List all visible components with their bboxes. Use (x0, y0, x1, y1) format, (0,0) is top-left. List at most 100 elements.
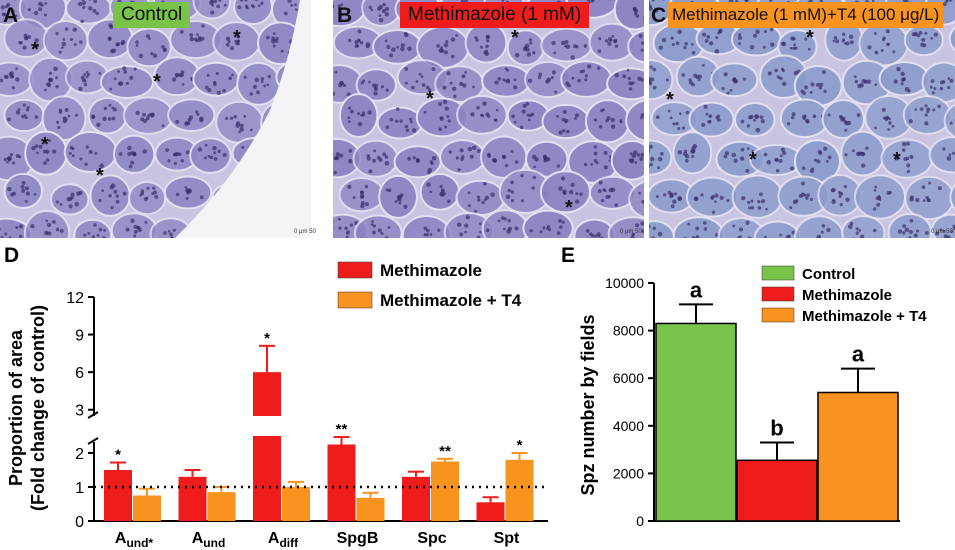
star-marker: * (426, 88, 434, 110)
nucleus-dot (252, 84, 257, 89)
nucleus-dot (395, 119, 399, 123)
star-marker: * (511, 27, 519, 49)
nucleus-dot (163, 48, 167, 52)
nucleus-dot (593, 145, 597, 149)
nucleus-dot (207, 154, 211, 158)
nucleus-dot (833, 36, 838, 40)
nucleus-dot (231, 73, 234, 77)
nucleus-dot (746, 147, 750, 151)
nucleus-dot (641, 41, 644, 45)
cyst (167, 98, 216, 133)
nucleus-dot (780, 147, 785, 152)
nucleus-dot (514, 226, 519, 231)
nucleus-dot (635, 14, 640, 18)
nucleus-dot (33, 192, 37, 196)
nucleus-dot (431, 67, 436, 72)
nucleus-dot (820, 230, 824, 234)
nucleus-dot (598, 37, 602, 41)
nucleus-dot (908, 229, 914, 235)
nucleus-dot (443, 42, 449, 48)
nucleus-dot (179, 72, 184, 78)
nucleus-dot (628, 158, 632, 162)
nucleus-dot (723, 72, 728, 77)
nucleus-dot (945, 0, 949, 2)
nucleus-dot (585, 228, 590, 233)
nucleus-dot (132, 151, 137, 156)
nucleus-dot (199, 195, 204, 200)
nucleus-dot (532, 175, 536, 180)
nucleus-dot (607, 194, 611, 199)
nucleus-dot (737, 235, 741, 238)
nucleus-dot (368, 5, 372, 9)
cyst (189, 137, 232, 174)
nucleus-dot (658, 45, 664, 50)
nucleus-dot (908, 119, 913, 124)
nucleus-dot (749, 114, 754, 119)
nucleus-dot (152, 186, 156, 190)
nucleus-dot (380, 232, 384, 236)
nucleus-dot (127, 145, 132, 151)
nucleus-dot (372, 230, 376, 235)
nucleus-dot (640, 113, 644, 118)
significance-marker: ** (336, 421, 348, 438)
nucleus-dot (239, 123, 244, 128)
nucleus-dot (800, 89, 804, 93)
nucleus-dot (44, 1, 48, 5)
nucleus-dot (3, 74, 8, 79)
nucleus-dot (108, 103, 112, 107)
nucleus-dot (528, 78, 533, 83)
nucleus-dot (74, 201, 80, 207)
nucleus-dot (817, 236, 821, 238)
nucleus-dot (598, 180, 603, 185)
nucleus-dot (109, 49, 115, 54)
nucleus-dot (333, 220, 334, 224)
nucleus-dot (125, 227, 130, 232)
nucleus-dot (558, 130, 563, 135)
nucleus-dot (91, 235, 95, 238)
nucleus-dot (101, 236, 106, 238)
nucleus-dot (545, 79, 550, 84)
nucleus-dot (356, 44, 360, 48)
nucleus-dot (950, 230, 954, 233)
nucleus-dot (681, 73, 686, 77)
nucleus-dot (678, 112, 682, 116)
nucleus-dot (267, 74, 271, 79)
nucleus-dot (469, 154, 474, 159)
nucleus-dot (135, 110, 140, 116)
nucleus-dot (931, 91, 935, 95)
nucleus-dot (431, 155, 437, 161)
nucleus-dot (584, 78, 588, 82)
nucleus-dot (745, 168, 750, 173)
nucleus-dot (24, 116, 28, 120)
nucleus-dot (484, 195, 490, 200)
nucleus-dot (103, 229, 106, 232)
nucleus-dot (695, 75, 699, 79)
nucleus-dot (600, 236, 605, 238)
nucleus-dot (79, 40, 83, 44)
nucleus-dot (218, 0, 222, 2)
bar-methimazole-t4 (817, 391, 899, 522)
nucleus-dot (428, 88, 432, 92)
nucleus-dot (921, 185, 926, 190)
nucleus-dot (347, 116, 351, 119)
nucleus-dot (740, 147, 745, 152)
nucleus-dot (34, 115, 39, 119)
nucleus-dot (919, 107, 924, 111)
nucleus-dot (263, 84, 267, 88)
nucleus-dot (791, 230, 796, 235)
nucleus-dot (361, 113, 365, 117)
legend-swatch (761, 307, 795, 323)
nucleus-dot (14, 14, 18, 18)
nucleus-dot (514, 52, 520, 58)
nucleus-dot (930, 79, 935, 84)
nucleus-dot (373, 91, 378, 96)
nucleus-dot (462, 83, 467, 88)
nucleus-dot (640, 116, 644, 120)
bar-methimazole-t4 (505, 459, 534, 521)
nucleus-dot (497, 219, 501, 223)
nucleus-dot (526, 113, 530, 117)
nucleus-dot (604, 39, 609, 43)
nucleus-dot (290, 3, 294, 7)
group-letter: a (690, 277, 703, 302)
nucleus-dot (118, 81, 123, 86)
